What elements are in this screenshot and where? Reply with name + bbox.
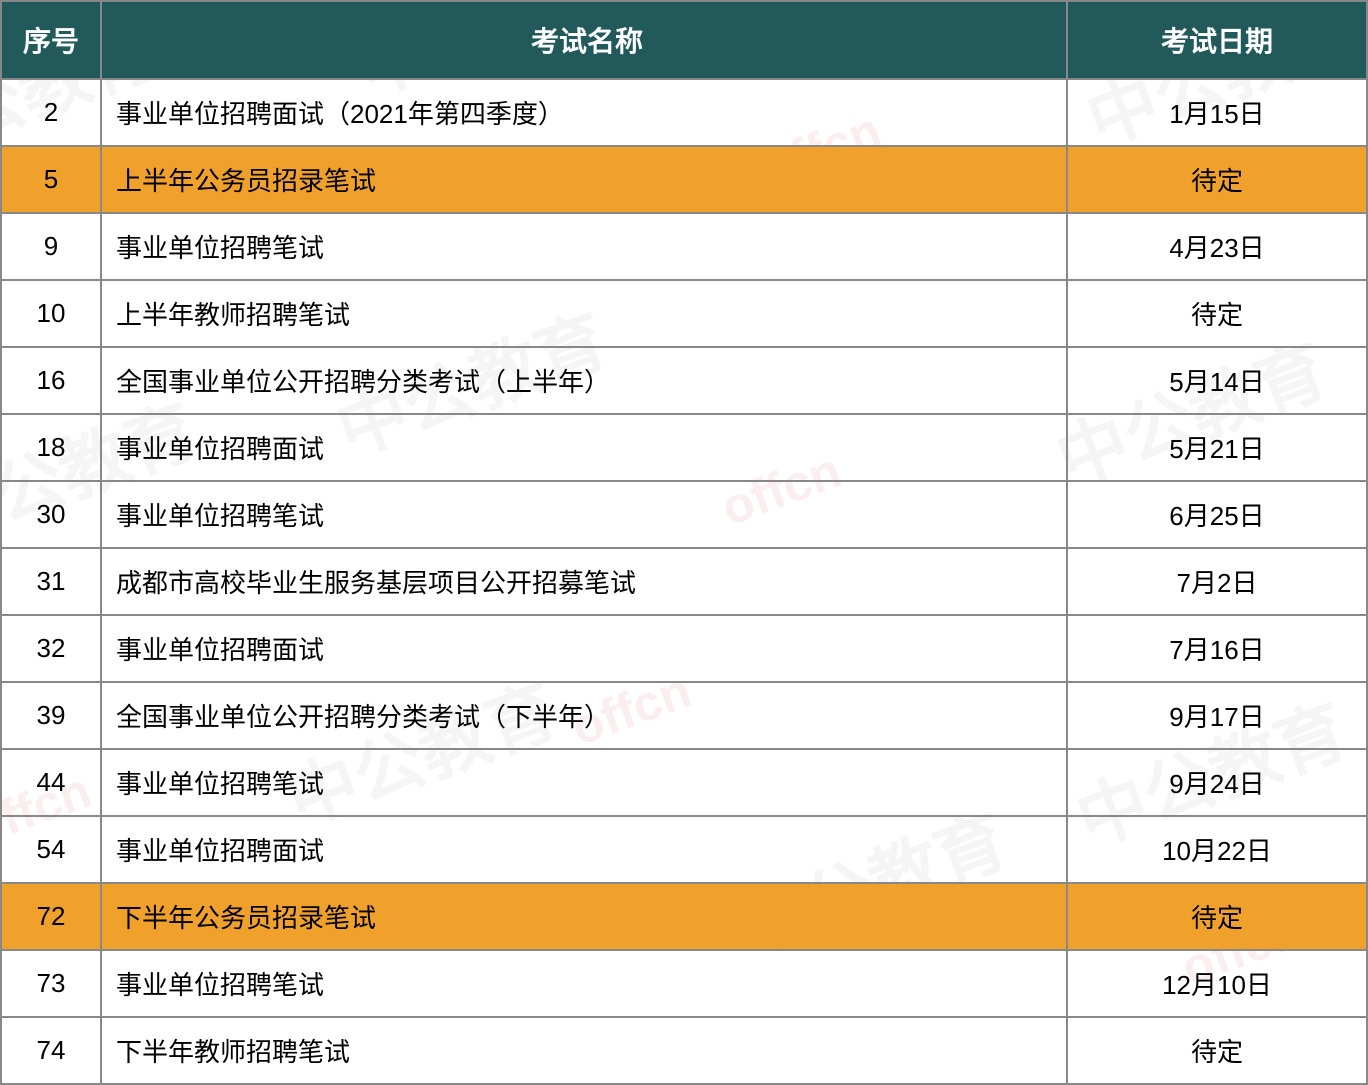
cell-name: 下半年教师招聘笔试: [101, 1017, 1067, 1084]
cell-name: 事业单位招聘面试: [101, 816, 1067, 883]
cell-no: 5: [1, 146, 101, 213]
cell-date: 待定: [1067, 883, 1367, 950]
table-row: 30事业单位招聘笔试6月25日: [1, 481, 1367, 548]
cell-no: 54: [1, 816, 101, 883]
cell-no: 39: [1, 682, 101, 749]
table-row: 5上半年公务员招录笔试待定: [1, 146, 1367, 213]
cell-date: 6月25日: [1067, 481, 1367, 548]
cell-no: 73: [1, 950, 101, 1017]
table-header-row: 序号 考试名称 考试日期: [1, 1, 1367, 79]
cell-no: 44: [1, 749, 101, 816]
cell-name: 全国事业单位公开招聘分类考试（下半年）: [101, 682, 1067, 749]
cell-date: 4月23日: [1067, 213, 1367, 280]
cell-date: 10月22日: [1067, 816, 1367, 883]
table-row: 44事业单位招聘笔试9月24日: [1, 749, 1367, 816]
cell-name: 事业单位招聘笔试: [101, 481, 1067, 548]
cell-name: 事业单位招聘面试（2021年第四季度）: [101, 79, 1067, 146]
table-row: 74下半年教师招聘笔试待定: [1, 1017, 1367, 1084]
cell-name: 事业单位招聘笔试: [101, 950, 1067, 1017]
cell-no: 32: [1, 615, 101, 682]
cell-date: 待定: [1067, 280, 1367, 347]
cell-name: 上半年教师招聘笔试: [101, 280, 1067, 347]
cell-name: 事业单位招聘面试: [101, 414, 1067, 481]
cell-name: 成都市高校毕业生服务基层项目公开招募笔试: [101, 548, 1067, 615]
col-header-date: 考试日期: [1067, 1, 1367, 79]
cell-date: 待定: [1067, 1017, 1367, 1084]
table-row: 10上半年教师招聘笔试待定: [1, 280, 1367, 347]
cell-name: 事业单位招聘笔试: [101, 213, 1067, 280]
table-row: 9事业单位招聘笔试4月23日: [1, 213, 1367, 280]
cell-no: 9: [1, 213, 101, 280]
cell-no: 31: [1, 548, 101, 615]
cell-name: 事业单位招聘面试: [101, 615, 1067, 682]
cell-name: 全国事业单位公开招聘分类考试（上半年）: [101, 347, 1067, 414]
table-row: 39全国事业单位公开招聘分类考试（下半年）9月17日: [1, 682, 1367, 749]
cell-no: 2: [1, 79, 101, 146]
cell-no: 10: [1, 280, 101, 347]
cell-no: 30: [1, 481, 101, 548]
cell-name: 下半年公务员招录笔试: [101, 883, 1067, 950]
cell-no: 72: [1, 883, 101, 950]
cell-date: 5月14日: [1067, 347, 1367, 414]
table-row: 18事业单位招聘面试5月21日: [1, 414, 1367, 481]
cell-date: 12月10日: [1067, 950, 1367, 1017]
exam-schedule-table: 序号 考试名称 考试日期 2事业单位招聘面试（2021年第四季度）1月15日5上…: [0, 0, 1368, 1085]
cell-date: 9月17日: [1067, 682, 1367, 749]
table-body: 2事业单位招聘面试（2021年第四季度）1月15日5上半年公务员招录笔试待定9事…: [1, 79, 1367, 1084]
cell-name: 上半年公务员招录笔试: [101, 146, 1067, 213]
cell-no: 18: [1, 414, 101, 481]
table-row: 72下半年公务员招录笔试待定: [1, 883, 1367, 950]
cell-date: 7月16日: [1067, 615, 1367, 682]
table-row: 31成都市高校毕业生服务基层项目公开招募笔试7月2日: [1, 548, 1367, 615]
col-header-name: 考试名称: [101, 1, 1067, 79]
cell-name: 事业单位招聘笔试: [101, 749, 1067, 816]
cell-no: 74: [1, 1017, 101, 1084]
cell-no: 16: [1, 347, 101, 414]
cell-date: 5月21日: [1067, 414, 1367, 481]
table-row: 73事业单位招聘笔试12月10日: [1, 950, 1367, 1017]
table-row: 54事业单位招聘面试10月22日: [1, 816, 1367, 883]
table-row: 16全国事业单位公开招聘分类考试（上半年）5月14日: [1, 347, 1367, 414]
table-row: 32事业单位招聘面试7月16日: [1, 615, 1367, 682]
cell-date: 7月2日: [1067, 548, 1367, 615]
table-row: 2事业单位招聘面试（2021年第四季度）1月15日: [1, 79, 1367, 146]
cell-date: 9月24日: [1067, 749, 1367, 816]
col-header-no: 序号: [1, 1, 101, 79]
cell-date: 1月15日: [1067, 79, 1367, 146]
cell-date: 待定: [1067, 146, 1367, 213]
